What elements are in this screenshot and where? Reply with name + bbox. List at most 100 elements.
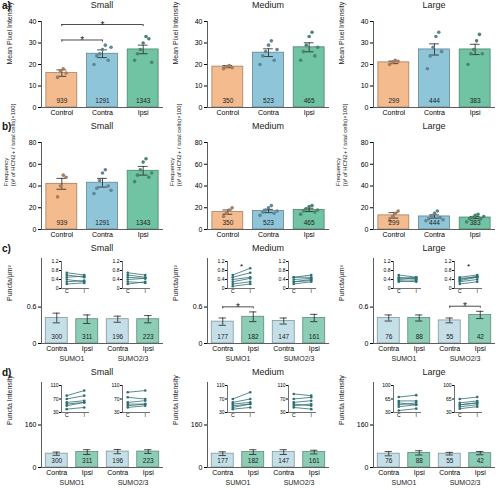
svg-text:0: 0 — [33, 340, 37, 347]
svg-text:40: 40 — [361, 182, 369, 189]
svg-text:I: I — [144, 288, 145, 294]
svg-text:Ipsi: Ipsi — [143, 469, 154, 477]
svg-text:I: I — [83, 412, 84, 418]
svg-text:177: 177 — [217, 333, 228, 340]
svg-text:*: * — [239, 262, 242, 271]
svg-text:311: 311 — [82, 333, 93, 340]
svg-text:0: 0 — [55, 285, 58, 291]
svg-text:42: 42 — [477, 457, 485, 464]
svg-text:1343: 1343 — [136, 219, 151, 226]
svg-text:I: I — [83, 288, 84, 294]
svg-text:196: 196 — [112, 457, 123, 464]
svg-text:65: 65 — [384, 396, 390, 402]
svg-text:Contra: Contra — [424, 109, 445, 116]
svg-text:299: 299 — [388, 219, 399, 226]
svg-text:60: 60 — [195, 160, 203, 167]
svg-text:0: 0 — [365, 340, 369, 347]
svg-text:Contra: Contra — [424, 231, 445, 238]
svg-text:SUMO2/3: SUMO2/3 — [450, 479, 481, 486]
svg-text:Ipsi: Ipsi — [82, 469, 93, 477]
svg-text:0.8: 0.8 — [444, 267, 451, 273]
svg-text:1.2: 1.2 — [51, 258, 58, 264]
svg-text:*: * — [463, 301, 467, 312]
svg-text:160: 160 — [25, 421, 37, 428]
svg-text:0.4: 0.4 — [112, 276, 119, 282]
svg-text:C: C — [291, 288, 295, 294]
svg-text:161: 161 — [309, 333, 320, 340]
svg-text:1.2: 1.2 — [278, 258, 285, 264]
svg-text:30: 30 — [361, 39, 369, 46]
svg-text:1.2: 1.2 — [444, 258, 451, 264]
svg-text:Control: Control — [51, 109, 74, 116]
svg-text:I: I — [144, 412, 145, 418]
svg-text:147: 147 — [278, 333, 289, 340]
svg-text:30: 30 — [29, 39, 37, 46]
svg-text:Frequency[(# of HCN2+ / total: Frequency[(# of HCN2+ / total cells)×100… — [169, 103, 182, 186]
svg-text:Ipsi: Ipsi — [248, 469, 259, 477]
svg-text:1.2: 1.2 — [217, 258, 224, 264]
svg-text:300: 300 — [51, 457, 62, 464]
svg-text:110: 110 — [111, 382, 119, 388]
svg-text:Frequency[(# of HCN2+ / total: Frequency[(# of HCN2+ / total cells)×100… — [335, 103, 348, 186]
svg-text:30: 30 — [195, 39, 203, 46]
svg-text:*: * — [466, 262, 469, 271]
svg-text:40: 40 — [195, 182, 203, 189]
svg-text:160: 160 — [357, 421, 369, 428]
svg-text:0: 0 — [33, 104, 37, 111]
svg-text:Contra: Contra — [378, 469, 399, 476]
svg-text:0.6: 0.6 — [359, 303, 369, 310]
svg-text:444: 444 — [429, 219, 440, 226]
svg-text:0.4: 0.4 — [217, 276, 224, 282]
svg-text:Puncta Intensity: Puncta Intensity — [338, 375, 346, 425]
svg-text:Control: Control — [383, 109, 406, 116]
svg-text:60: 60 — [361, 160, 369, 167]
svg-text:I: I — [415, 288, 416, 294]
svg-text:1343: 1343 — [136, 97, 151, 104]
svg-text:0: 0 — [365, 226, 369, 233]
svg-text:350: 350 — [222, 97, 233, 104]
svg-text:0: 0 — [448, 285, 451, 291]
svg-text:I: I — [310, 412, 311, 418]
svg-text:160: 160 — [191, 421, 203, 428]
svg-text:Ipsi: Ipsi — [304, 231, 315, 239]
svg-text:C: C — [230, 288, 234, 294]
svg-text:0.8: 0.8 — [383, 267, 390, 273]
svg-text:C: C — [230, 412, 234, 418]
svg-text:Ipsi: Ipsi — [475, 345, 486, 353]
svg-text:Puncta/µm²: Puncta/µm² — [6, 264, 14, 301]
svg-text:SUMO1: SUMO1 — [60, 355, 85, 362]
svg-text:0: 0 — [33, 464, 37, 471]
svg-text:Ipsi: Ipsi — [304, 109, 315, 117]
svg-text:177: 177 — [217, 457, 228, 464]
svg-text:40: 40 — [29, 182, 37, 189]
svg-text:Puncta Intensity: Puncta Intensity — [172, 375, 180, 425]
svg-text:Control: Control — [51, 231, 74, 238]
svg-text:939: 939 — [56, 97, 67, 104]
svg-text:0: 0 — [365, 104, 369, 111]
svg-text:383: 383 — [470, 219, 481, 226]
svg-text:30: 30 — [279, 409, 285, 415]
svg-text:223: 223 — [143, 333, 154, 340]
svg-text:55: 55 — [446, 457, 454, 464]
svg-text:1291: 1291 — [95, 97, 110, 104]
svg-text:30: 30 — [113, 409, 119, 415]
svg-text:I: I — [249, 288, 250, 294]
svg-text:0.8: 0.8 — [217, 267, 224, 273]
svg-text:0: 0 — [221, 285, 224, 291]
svg-text:100: 100 — [382, 382, 391, 388]
svg-text:70: 70 — [113, 396, 119, 402]
svg-text:Control: Control — [217, 109, 240, 116]
svg-text:465: 465 — [304, 219, 315, 226]
svg-text:Ipsi: Ipsi — [475, 469, 486, 477]
svg-text:0.6: 0.6 — [27, 303, 37, 310]
svg-text:30: 30 — [384, 409, 390, 415]
svg-text:Ipsi: Ipsi — [414, 345, 425, 353]
svg-text:147: 147 — [278, 457, 289, 464]
svg-text:Contra: Contra — [212, 345, 233, 352]
svg-text:70: 70 — [279, 396, 285, 402]
svg-text:30: 30 — [445, 409, 451, 415]
svg-text:SUMO1: SUMO1 — [392, 355, 417, 362]
svg-text:Contra: Contra — [439, 469, 460, 476]
svg-text:0: 0 — [116, 285, 119, 291]
svg-text:0: 0 — [199, 104, 203, 111]
